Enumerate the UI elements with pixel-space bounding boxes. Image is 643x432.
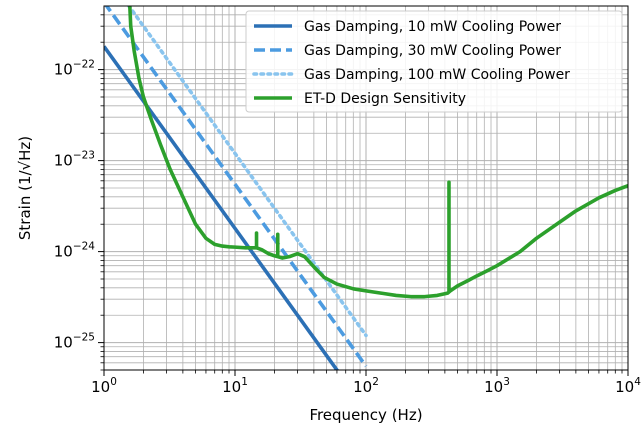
x-tick-label: 102 (353, 376, 379, 396)
legend-label-4: ET-D Design Sensitivity (304, 91, 466, 107)
series-line-4 (127, 6, 628, 299)
y-tick-label: 10−22 (54, 59, 95, 79)
legend-label-3: Gas Damping, 100 mW Cooling Power (304, 67, 570, 83)
x-axis-ticks: 100 101 102 103 104 (91, 370, 641, 396)
legend-box (245, 10, 623, 113)
y-tick-label: 10−25 (54, 332, 95, 352)
series-layer (104, 6, 628, 370)
x-tick-label: 100 (91, 376, 117, 396)
y-axis-ticks: 10−25 10−24 10−23 10−22 (54, 14, 104, 371)
x-axis-title: Frequency (Hz) (309, 406, 422, 424)
y-tick-label: 10−23 (54, 150, 95, 170)
x-tick-label: 103 (484, 376, 510, 396)
series-line-2 (104, 6, 368, 368)
x-tick-label: 101 (222, 376, 248, 396)
legend: Gas Damping, 10 mW Cooling Power Gas Damp… (245, 10, 623, 113)
legend-label-1: Gas Damping, 10 mW Cooling Power (304, 19, 561, 35)
y-axis-title: Strain (1/√Hz) (16, 136, 34, 240)
x-tick-label: 104 (615, 376, 641, 396)
y-tick-label: 10−24 (54, 241, 96, 261)
legend-label-2: Gas Damping, 30 mW Cooling Power (304, 43, 561, 59)
